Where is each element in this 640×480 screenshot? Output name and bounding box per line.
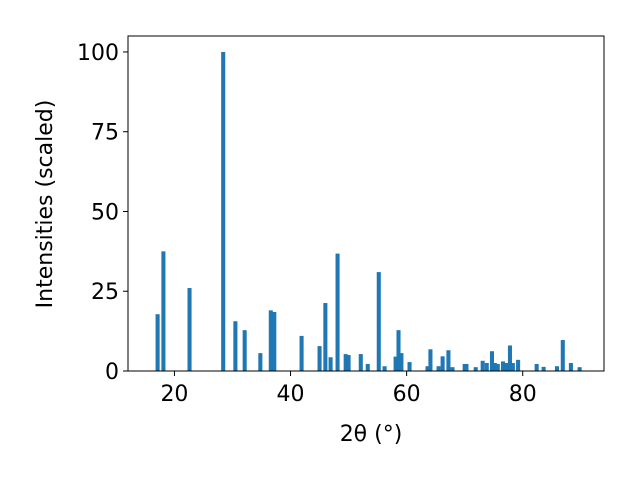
bar — [464, 363, 469, 371]
bar — [187, 288, 192, 371]
bar — [221, 51, 226, 371]
bar — [335, 253, 340, 371]
y-tick-label: 75 — [91, 121, 119, 146]
x-tick-label: 40 — [277, 382, 305, 407]
bar — [376, 272, 381, 371]
bar — [473, 367, 478, 371]
bar — [568, 363, 573, 371]
bar — [500, 361, 506, 371]
bar — [541, 366, 546, 371]
bar — [258, 353, 263, 371]
bar — [554, 366, 560, 371]
bar — [577, 367, 582, 371]
bar — [317, 346, 322, 371]
bar — [534, 363, 539, 371]
bar — [323, 303, 328, 371]
y-tick-label: 25 — [91, 280, 119, 305]
bar — [425, 366, 430, 371]
bar — [428, 349, 433, 371]
bar — [484, 363, 489, 371]
bar — [382, 366, 387, 371]
y-tick-label: 50 — [91, 200, 119, 225]
bar — [407, 362, 412, 371]
plot-frame — [127, 35, 605, 372]
bar — [365, 363, 370, 371]
y-tick-label: 0 — [105, 360, 119, 385]
bar — [268, 310, 273, 371]
bar — [328, 357, 333, 371]
x-tick-label: 20 — [160, 382, 188, 407]
bar — [510, 363, 515, 371]
bar — [343, 354, 348, 371]
bar — [233, 321, 238, 371]
bar — [436, 366, 441, 371]
bar — [507, 345, 512, 371]
y-tick-label: 100 — [77, 41, 119, 66]
bar — [396, 330, 401, 371]
x-tick-label: 80 — [509, 382, 537, 407]
bar — [399, 353, 404, 371]
bar — [492, 363, 497, 371]
bar — [272, 311, 277, 371]
bar — [242, 330, 247, 371]
bar — [161, 251, 166, 371]
x-tick-label: 60 — [393, 382, 421, 407]
bar — [489, 351, 494, 371]
bar — [480, 360, 485, 371]
bar — [504, 363, 509, 371]
x-axis-label: 2θ (°) — [340, 422, 403, 447]
bar — [346, 355, 351, 371]
bar — [358, 354, 363, 371]
bar — [560, 340, 565, 371]
bar — [495, 363, 500, 371]
bar — [299, 335, 304, 371]
bar — [516, 359, 521, 371]
bar — [155, 314, 160, 371]
y-axis-label: Intensities (scaled) — [33, 100, 58, 309]
bar — [450, 367, 455, 371]
bar — [440, 356, 445, 371]
bar — [393, 356, 398, 371]
bar — [446, 350, 451, 371]
